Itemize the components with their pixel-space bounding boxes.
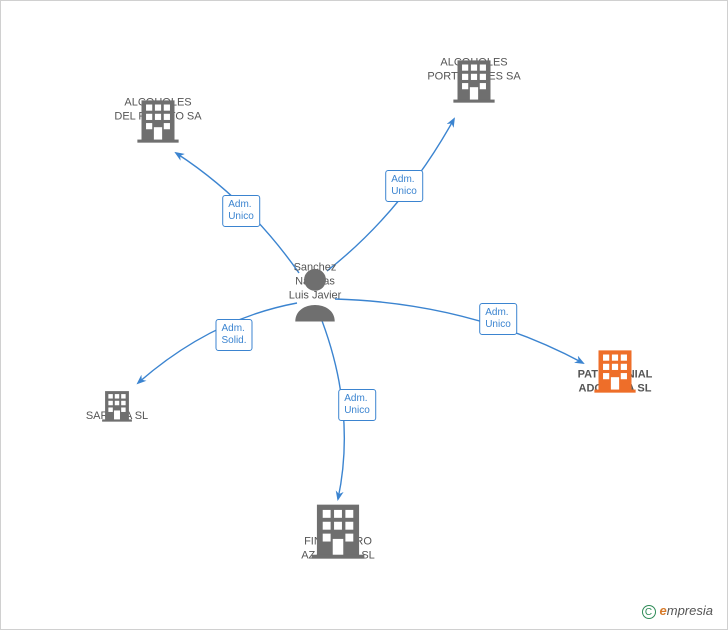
edge-label-grupo-financiero-azacayas: Adm.Unico bbox=[338, 389, 376, 421]
edge-label-alcoholes-del-puerto: Adm.Unico bbox=[222, 195, 260, 227]
edge-label-patrimonial-adonara: Adm.Unico bbox=[479, 303, 517, 335]
edge-label-alcoholes-portuenses: Adm.Unico bbox=[385, 170, 423, 202]
node-alcoholes-del-puerto[interactable]: ALCOHOLESDEL PUERTO SA bbox=[114, 96, 201, 146]
node-person-sanchez[interactable]: SanchezNavajasLuis Javier bbox=[289, 261, 342, 324]
node-saroca[interactable]: SAROCA SL bbox=[86, 388, 148, 424]
brand-initial: e bbox=[660, 603, 667, 618]
node-alcoholes-portuenses[interactable]: ALCOHOLESPORTUENSES SA bbox=[427, 56, 520, 106]
edge-patrimonial-adonara bbox=[335, 299, 583, 363]
node-patrimonial-adonara[interactable]: PATRIMONIALADONARA SL bbox=[578, 346, 653, 396]
node-grupo-financiero-azacayas[interactable]: GRUPOFINANCIEROAZACAYAS SL bbox=[301, 499, 375, 562]
edge-label-saroca: Adm.Solid. bbox=[215, 319, 252, 351]
copyright-icon: C bbox=[642, 605, 656, 619]
credit: Cempresia bbox=[642, 603, 713, 619]
network-diagram: { "canvas": { "width": 728, "height": 63… bbox=[0, 0, 728, 630]
brand-rest: mpresia bbox=[667, 603, 713, 618]
